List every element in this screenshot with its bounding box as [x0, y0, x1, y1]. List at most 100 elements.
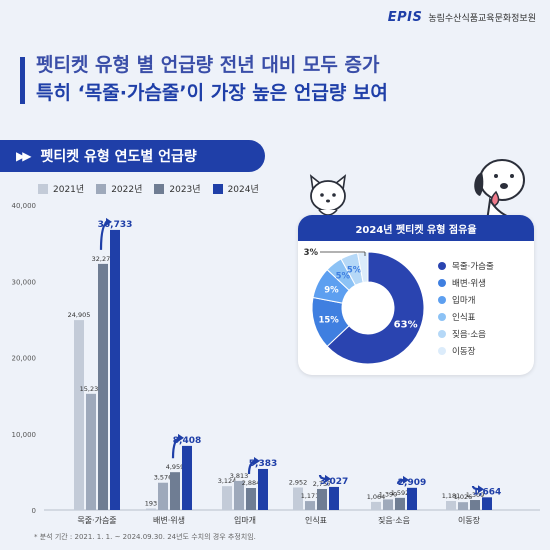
legend-label: 배변·위생 [452, 278, 486, 289]
double-play-icon: ▶▶ [16, 149, 32, 163]
legend-label: 목줄·가슴줄 [452, 261, 494, 272]
data-label: 36,733 [98, 220, 133, 230]
legend-swatch [38, 183, 48, 194]
bar [146, 508, 156, 510]
legend-swatch [96, 183, 107, 194]
bar [222, 486, 232, 510]
legend-label: 2023년 [169, 185, 201, 195]
data-label: 3,813 [230, 472, 249, 480]
data-label: 193 [145, 500, 157, 508]
legend-label: 짖음·소음 [452, 329, 486, 340]
section-title: 펫티켓 유형 연도별 언급량 [40, 149, 197, 165]
epis-logo: EPIS [387, 10, 423, 25]
data-label: 1,026 [454, 493, 473, 501]
slice-label: 5% [336, 272, 351, 282]
bar [158, 482, 168, 510]
legend-label: 2024년 [227, 185, 259, 195]
legend-label: 2021년 [53, 185, 85, 195]
data-label: 2,757 [313, 480, 332, 488]
data-label: 8,408 [173, 436, 201, 446]
donut-slice [326, 251, 425, 365]
bar [98, 263, 108, 510]
donut-legend-item: 인식표 [438, 308, 494, 325]
bar [305, 501, 315, 510]
legend-swatch [212, 183, 223, 194]
data-label: 24,905 [68, 311, 91, 319]
data-label: 2,952 [289, 478, 308, 486]
legend-label: 이동장 [452, 346, 476, 357]
bar [234, 480, 244, 510]
growth-arrowhead [478, 485, 484, 494]
slice-label: 63% [394, 319, 418, 330]
data-label: 1,181 [442, 492, 461, 500]
legend-item: 2022년 [96, 182, 142, 195]
bar [110, 229, 120, 510]
headline-line-2: 특히 ‘목줄·가슴줄’이 가장 높은 언급량 보여 [36, 82, 388, 104]
y-tick-label: 40,000 [12, 202, 37, 210]
donut-legend-item: 목줄·가슴줄 [438, 257, 494, 274]
data-label: 1,592 [391, 489, 410, 497]
data-label: 1,664 [473, 487, 501, 497]
legend-dot [438, 261, 446, 270]
bar [482, 497, 492, 510]
bar [170, 472, 180, 510]
legend-item: 2021년 [38, 182, 84, 195]
data-label: 3,027 [320, 477, 348, 487]
bar [371, 501, 381, 510]
title-accent-bar [20, 57, 25, 99]
bar [458, 502, 468, 510]
data-label: 2,884 [242, 479, 261, 487]
donut-legend-item: 이동장 [438, 342, 494, 359]
section-title-tab: ▶▶ 펫티켓 유형 연도별 언급량 [0, 140, 265, 172]
data-label: 5,383 [249, 459, 277, 469]
legend-label: 2022년 [111, 185, 143, 195]
legend-item: 2024년 [212, 182, 259, 195]
category-label: 목줄·가슴줄 [77, 516, 116, 525]
data-label: 2,909 [398, 478, 426, 488]
category-label: 짖음·소음 [378, 515, 410, 525]
data-label: 3,576 [154, 474, 173, 482]
slice-label: 9% [324, 285, 339, 295]
legend-item: 2023년 [154, 182, 201, 195]
legend-dot [438, 278, 446, 287]
chart-legend: 2021년 2022년 2023년 2024년 [38, 182, 259, 195]
slice-label: 3% [304, 248, 319, 258]
bar [293, 487, 303, 510]
bar [383, 499, 393, 510]
y-tick-label: 20,000 [12, 355, 37, 363]
growth-arrowhead [325, 474, 331, 483]
headline-line-1: 펫티켓 유형 별 언급량 전년 대비 모두 증가 [36, 54, 380, 76]
bar [470, 500, 480, 510]
slice-label: 15% [318, 315, 339, 325]
bar [395, 497, 405, 510]
slice-label: 5% [347, 265, 362, 275]
bar [258, 468, 268, 510]
legend-dot [438, 295, 446, 304]
growth-arrowhead [403, 475, 409, 484]
bar [86, 393, 96, 510]
bar [407, 487, 417, 510]
data-label: 3,124 [218, 477, 237, 485]
share-donut-chart: 63% 15% 9% 5%5% 3% [304, 248, 425, 365]
y-tick-label: 30,000 [12, 278, 37, 286]
legend-swatch [154, 183, 165, 194]
growth-arrowhead [106, 217, 112, 226]
cat-illustration [309, 174, 347, 216]
category-label: 이동장 [458, 515, 481, 525]
growth-arrowhead [178, 433, 184, 442]
bar [317, 488, 327, 510]
legend-dot [438, 329, 446, 338]
legend-label: 인식표 [452, 312, 476, 323]
donut-legend-item: 배변·위생 [438, 274, 494, 291]
title-accent-dot [20, 96, 25, 104]
growth-arrowhead [254, 456, 260, 465]
data-label: 1,390 [379, 490, 398, 498]
data-label: 32,277 [92, 255, 115, 263]
legend-dot [438, 346, 446, 355]
bar [74, 320, 84, 510]
legend-dot [438, 312, 446, 321]
donut-title: 2024년 펫티켓 유형 점유율 [298, 215, 534, 241]
data-label: 15,235 [80, 385, 103, 393]
